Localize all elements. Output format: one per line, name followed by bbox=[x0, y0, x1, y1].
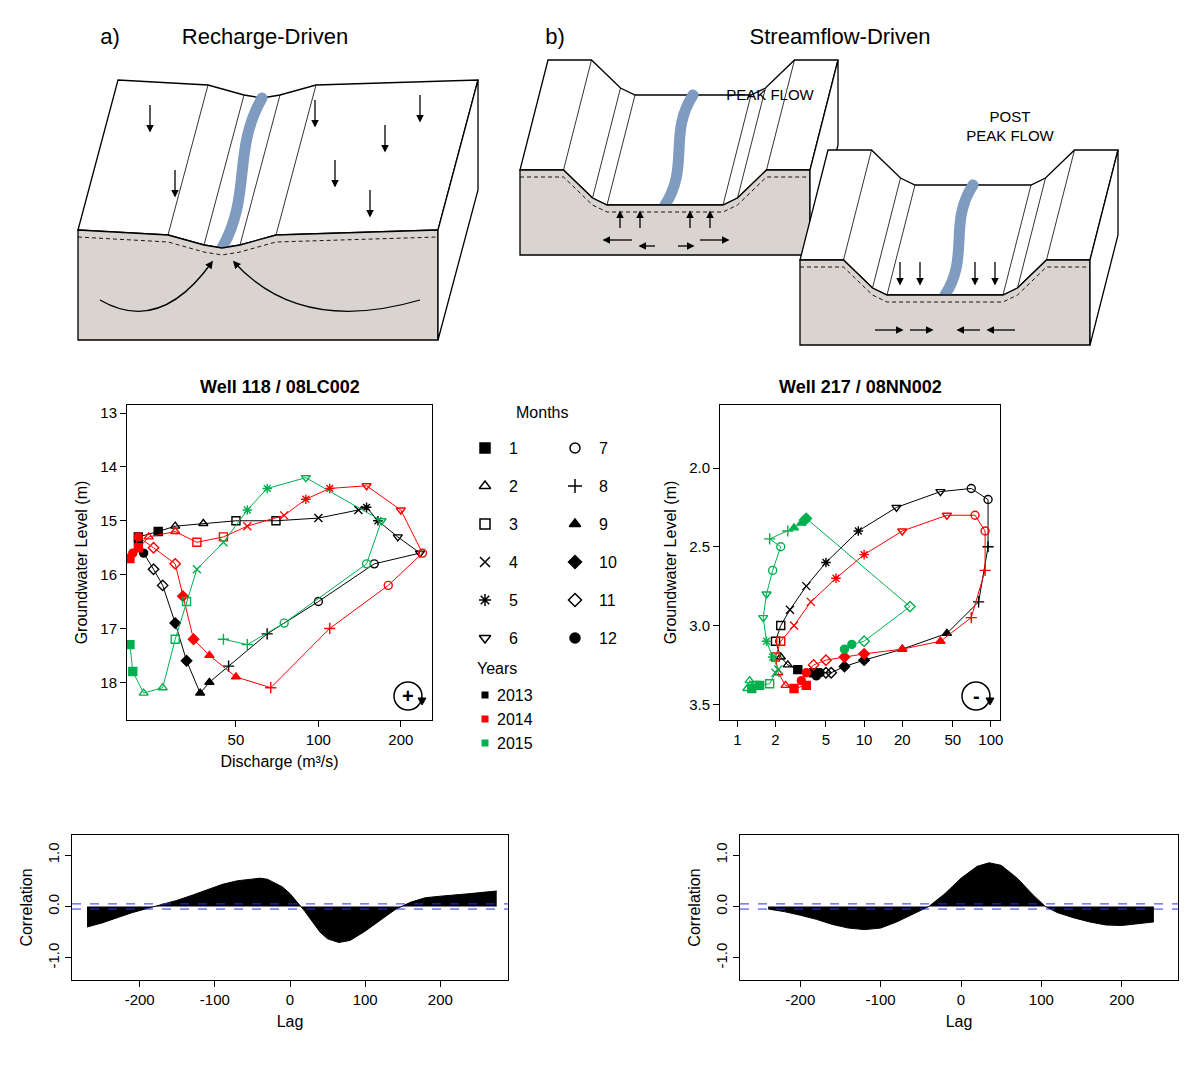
svg-text:11: 11 bbox=[599, 592, 616, 609]
svg-text:2013: 2013 bbox=[497, 687, 533, 704]
svg-text:2: 2 bbox=[771, 731, 779, 748]
svg-text:0: 0 bbox=[957, 991, 965, 1008]
svg-text:0.0: 0.0 bbox=[713, 894, 730, 915]
svg-text:200: 200 bbox=[428, 991, 453, 1008]
svg-text:13: 13 bbox=[100, 404, 117, 421]
svg-text:16: 16 bbox=[100, 566, 117, 583]
svg-text:14: 14 bbox=[100, 458, 117, 475]
svg-text:b): b) bbox=[545, 24, 565, 49]
svg-text:12: 12 bbox=[599, 630, 617, 647]
svg-text:100: 100 bbox=[353, 991, 378, 1008]
svg-text:7: 7 bbox=[599, 440, 608, 457]
svg-text:-1.0: -1.0 bbox=[45, 943, 62, 969]
svg-text:1.0: 1.0 bbox=[713, 842, 730, 863]
svg-text:10: 10 bbox=[856, 731, 873, 748]
svg-text:Groundwater Level (m): Groundwater Level (m) bbox=[73, 481, 90, 645]
svg-text:6: 6 bbox=[509, 630, 518, 647]
svg-text:Lag: Lag bbox=[277, 1013, 304, 1030]
svg-text:2.0: 2.0 bbox=[689, 459, 710, 476]
svg-text:17: 17 bbox=[100, 620, 117, 637]
svg-text:3.0: 3.0 bbox=[689, 617, 710, 634]
svg-text:-: - bbox=[973, 685, 980, 707]
svg-text:-100: -100 bbox=[200, 991, 230, 1008]
svg-text:Months: Months bbox=[516, 404, 568, 421]
svg-text:3.5: 3.5 bbox=[689, 696, 710, 713]
svg-text:0.0: 0.0 bbox=[45, 894, 62, 915]
svg-text:Recharge-Driven: Recharge-Driven bbox=[182, 24, 348, 49]
svg-text:Streamflow-Driven: Streamflow-Driven bbox=[750, 24, 931, 49]
svg-text:10: 10 bbox=[599, 554, 617, 571]
svg-text:2: 2 bbox=[509, 478, 518, 495]
svg-text:1: 1 bbox=[733, 731, 741, 748]
svg-text:1: 1 bbox=[509, 440, 518, 457]
svg-text:Groundwater Level (m): Groundwater Level (m) bbox=[662, 481, 679, 645]
svg-text:PEAK FLOW: PEAK FLOW bbox=[726, 86, 814, 103]
svg-text:18: 18 bbox=[100, 674, 117, 691]
svg-text:PEAK FLOW: PEAK FLOW bbox=[966, 127, 1054, 144]
svg-text:-200: -200 bbox=[785, 991, 815, 1008]
svg-text:Years: Years bbox=[477, 660, 517, 677]
svg-text:Discharge (m³/s): Discharge (m³/s) bbox=[220, 753, 338, 770]
svg-text:100: 100 bbox=[306, 731, 331, 748]
svg-text:50: 50 bbox=[228, 731, 245, 748]
svg-text:5: 5 bbox=[509, 592, 518, 609]
svg-text:0: 0 bbox=[286, 991, 294, 1008]
svg-text:8: 8 bbox=[599, 478, 608, 495]
svg-text:2015: 2015 bbox=[497, 735, 533, 752]
svg-text:POST: POST bbox=[990, 108, 1031, 125]
svg-text:a): a) bbox=[100, 24, 120, 49]
svg-text:200: 200 bbox=[388, 731, 413, 748]
svg-text:100: 100 bbox=[1029, 991, 1054, 1008]
svg-text:4: 4 bbox=[509, 554, 518, 571]
svg-text:Lag: Lag bbox=[946, 1013, 973, 1030]
svg-text:-1.0: -1.0 bbox=[713, 943, 730, 969]
svg-text:Correlation: Correlation bbox=[18, 868, 35, 946]
svg-text:100: 100 bbox=[978, 731, 1003, 748]
svg-text:200: 200 bbox=[1109, 991, 1134, 1008]
svg-text:-100: -100 bbox=[866, 991, 896, 1008]
svg-text:9: 9 bbox=[599, 516, 608, 533]
svg-text:-200: -200 bbox=[125, 991, 155, 1008]
svg-text:2014: 2014 bbox=[497, 711, 533, 728]
svg-text:5: 5 bbox=[822, 731, 830, 748]
svg-text:15: 15 bbox=[100, 512, 117, 529]
svg-text:Well 217 / 08NN002: Well 217 / 08NN002 bbox=[779, 377, 942, 397]
svg-text:Well 118 / 08LC002: Well 118 / 08LC002 bbox=[200, 377, 360, 397]
svg-text:1.0: 1.0 bbox=[45, 842, 62, 863]
svg-text:+: + bbox=[402, 685, 414, 707]
svg-text:20: 20 bbox=[894, 731, 911, 748]
svg-text:Correlation: Correlation bbox=[686, 868, 703, 946]
svg-text:2.5: 2.5 bbox=[689, 538, 710, 555]
svg-text:50: 50 bbox=[944, 731, 961, 748]
svg-text:3: 3 bbox=[509, 516, 518, 533]
